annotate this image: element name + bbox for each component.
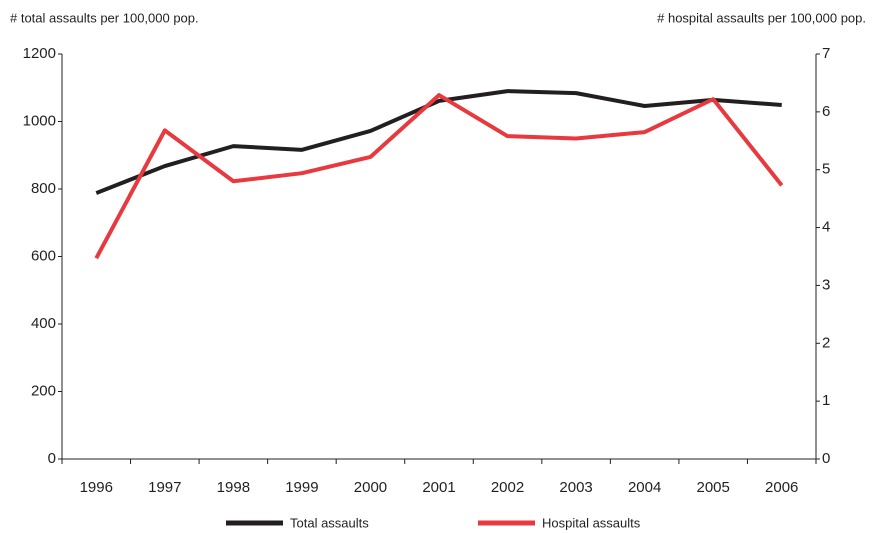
x-tick-label: 1999 [285,479,318,496]
y-tick-label: 0 [48,450,56,467]
y-tick-label: 1200 [23,45,56,62]
y-tick-label: 400 [31,315,56,332]
data-line [94,93,784,260]
x-tick-label: 1998 [217,479,250,496]
y2-tick-label: 2 [822,334,830,351]
x-tick-label: 2002 [491,479,524,496]
y2-tick-label: 0 [822,450,830,467]
y-axis-label: # total assaults per 100,000 pop. [10,10,199,25]
y2-tick-label: 3 [822,276,830,293]
data-line [95,89,782,195]
legend-label: Hospital assaults [542,515,641,530]
legend-label: Total assaults [290,515,369,530]
x-tick-label: 1996 [80,479,113,496]
y-tick-label: 800 [31,180,56,197]
x-tick-label: 2003 [559,479,592,496]
y2-tick-label: 7 [822,45,830,62]
y2-axis-label: # hospital assaults per 100,000 pop. [657,10,866,25]
y-tick-label: 1000 [23,112,56,129]
y-tick-label: 600 [31,247,56,264]
x-tick-label: 2004 [628,479,661,496]
x-tick-label: 2005 [696,479,729,496]
y2-tick-label: 1 [822,392,830,409]
y2-tick-label: 4 [822,219,830,236]
y-tick-label: 200 [31,382,56,399]
x-tick-label: 2006 [765,479,798,496]
x-tick-label: 2000 [354,479,387,496]
x-tick-label: 2001 [422,479,455,496]
y2-tick-label: 5 [822,161,830,178]
x-tick-label: 1997 [148,479,181,496]
y2-tick-label: 6 [822,103,830,120]
